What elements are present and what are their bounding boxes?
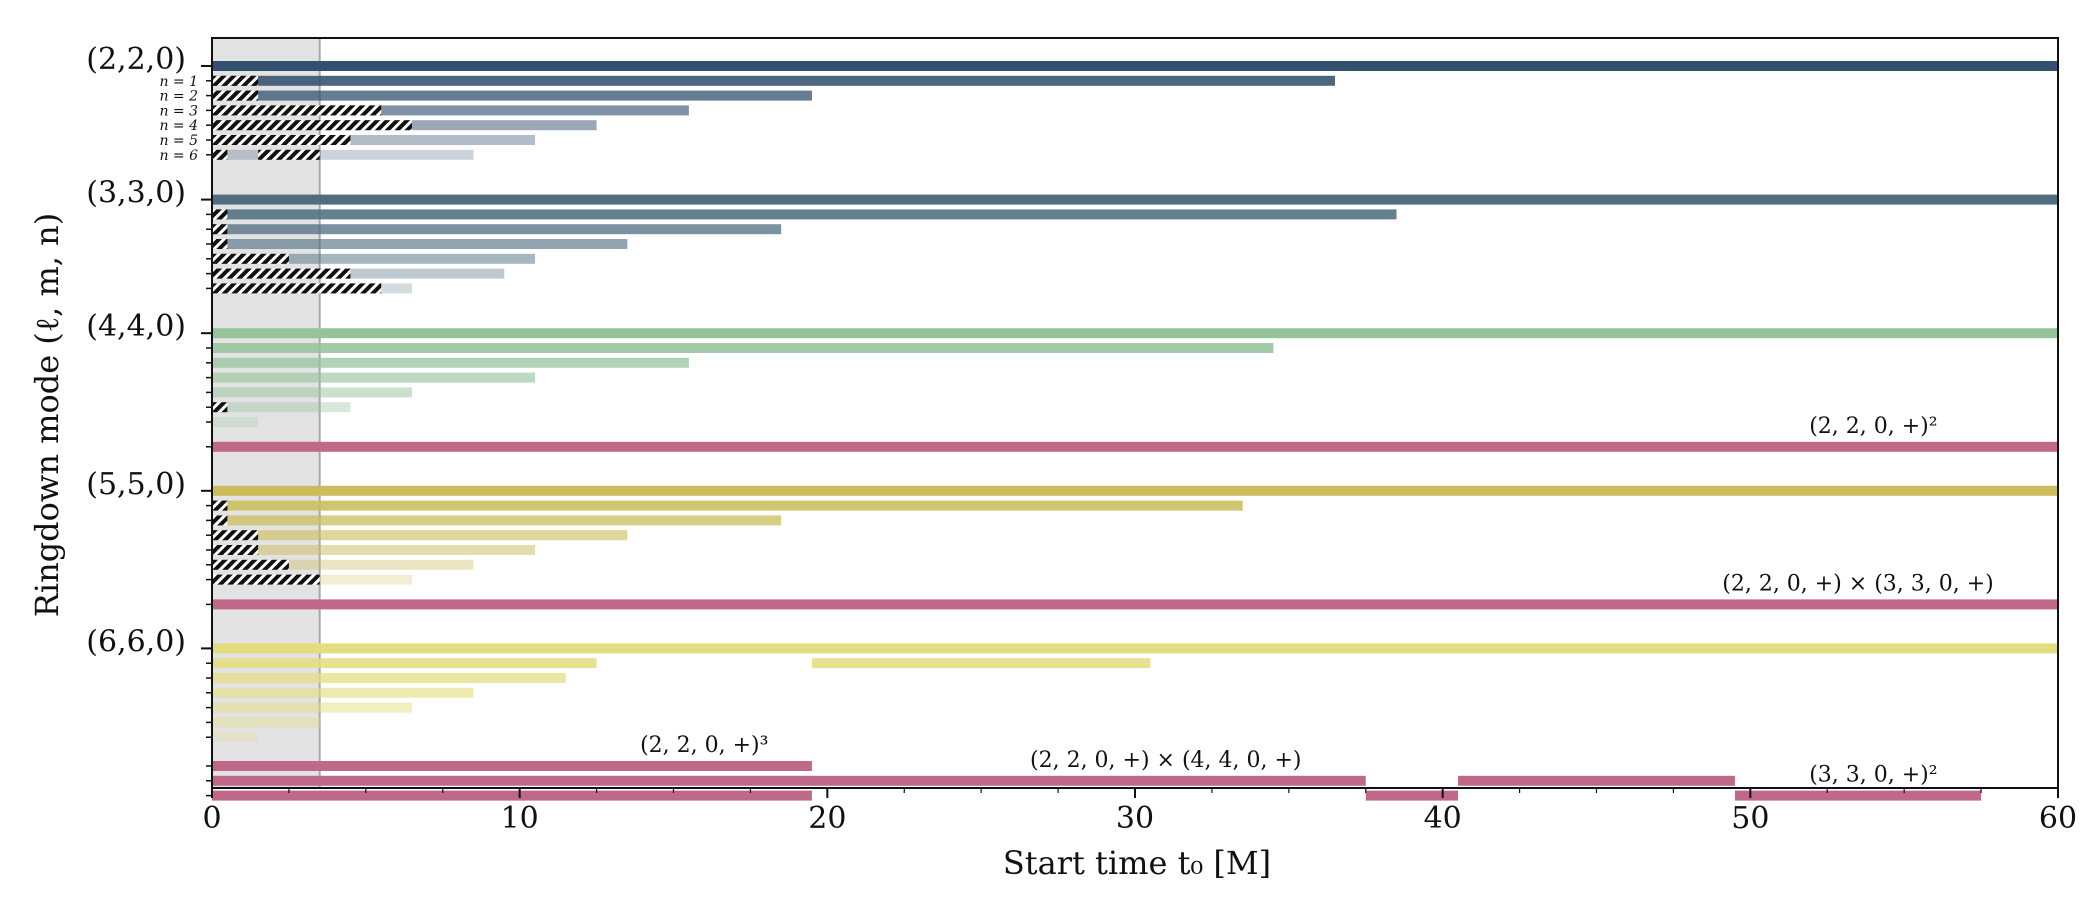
bar-660-n1-seg1 <box>811 658 1151 669</box>
bar-330-n2-seg0 <box>212 224 782 235</box>
overtone-label: n = 2 <box>159 89 198 105</box>
bar-220-n1-hatch0 <box>212 75 259 86</box>
bar-440-n2-seg0 <box>212 357 689 368</box>
bar-440-n5-hatch0 <box>212 402 228 413</box>
bar-550-n6-hatch0 <box>212 574 320 585</box>
overtone-label: n = 3 <box>159 103 198 119</box>
annotations-layer: (2, 2, 0, +)² (2, 2, 0, +) × (3, 3, 0, +)… <box>640 414 1994 788</box>
bar-330-n4-seg0 <box>212 253 536 264</box>
bar-330-n3-seg0 <box>212 239 628 249</box>
bars-layer <box>212 61 2058 801</box>
mode-label: (4,4,0) <box>86 309 186 344</box>
bar-330-n6-hatch0 <box>212 283 382 294</box>
quadratic-mode-label: (2, 2, 0, +)² <box>1809 414 1937 439</box>
bar-330-n2-hatch0 <box>212 224 228 235</box>
bar-660-n0-seg0 <box>212 643 2058 654</box>
bar-220-n3-hatch0 <box>212 105 382 116</box>
bar-220-n2-hatch0 <box>212 90 259 101</box>
bar-660-n6-seg0 <box>212 732 259 743</box>
bar-440-n1-seg0 <box>212 343 1274 353</box>
bar-550-n3-seg0 <box>212 530 628 541</box>
x-tick-label: 30 <box>1116 801 1154 836</box>
bar-550-n1-hatch0 <box>212 500 228 511</box>
bar-220-n6-hatch0 <box>212 149 228 160</box>
bar-220-n6-seg0 <box>212 149 474 160</box>
bar-660-n3-seg0 <box>212 687 474 698</box>
bar-220-n5-hatch0 <box>212 135 351 145</box>
bar-550-n3-hatch0 <box>212 530 259 541</box>
x-tick-label: 20 <box>808 801 846 836</box>
bar-330-n3-hatch0 <box>212 239 228 249</box>
mode-label: (2,2,0) <box>86 42 186 77</box>
bar-440-n4-seg0 <box>212 387 412 398</box>
x-tick-label: 40 <box>1424 801 1462 836</box>
overtone-label: n = 4 <box>159 118 198 134</box>
bar-550-n4-seg0 <box>212 545 536 555</box>
bar-660-n4-seg0 <box>212 702 412 713</box>
quadratic-bar-4-seg0 <box>212 790 812 801</box>
bar-440-n3-seg0 <box>212 372 536 383</box>
quadratic-bar-1-seg0 <box>212 599 2058 610</box>
mode-label: (6,6,0) <box>86 624 186 659</box>
quadratic-bar-3-seg1 <box>1458 775 1735 786</box>
bar-220-n1-seg0 <box>212 75 1335 86</box>
bar-550-n5-hatch0 <box>212 559 289 570</box>
bar-220-n4-hatch0 <box>212 120 412 131</box>
bar-330-n5-seg0 <box>212 268 505 279</box>
bar-220-n3-seg0 <box>212 105 689 116</box>
bar-440-n5-seg0 <box>212 402 351 413</box>
x-tick-label: 60 <box>2039 801 2077 836</box>
bar-550-n1-seg0 <box>212 500 1243 511</box>
x-axis-title: Start time t₀ [M] <box>1003 844 1271 882</box>
bar-660-n1-seg0 <box>212 658 597 669</box>
quadratic-mode-label: (2, 2, 0, +) × (4, 4, 0, +) <box>1030 748 1302 773</box>
bar-660-n2-seg0 <box>212 673 566 683</box>
quadratic-bar-4-seg2 <box>1734 790 1982 801</box>
y-axis-title: Ringdown mode (ℓ, m, n) <box>28 213 66 617</box>
x-tick-label: 10 <box>501 801 539 836</box>
x-axis: 0 10 20 30 40 50 60 <box>202 788 2077 836</box>
quadratic-mode-label: (2, 2, 0, +)³ <box>640 733 768 758</box>
bar-550-n2-seg0 <box>212 515 782 526</box>
overtone-label: n = 6 <box>159 148 198 164</box>
mode-label: (5,5,0) <box>86 467 186 502</box>
bar-330-n4-hatch0 <box>212 253 289 264</box>
mode-label: (3,3,0) <box>86 176 186 211</box>
quadratic-bar-2-seg0 <box>212 761 812 771</box>
bar-330-n0-seg0 <box>212 194 2058 205</box>
overtone-label: n = 5 <box>159 133 198 149</box>
bar-220-n2-seg0 <box>212 90 812 101</box>
bar-550-n0-seg0 <box>212 485 2058 496</box>
x-tick-label: 50 <box>1731 801 1769 836</box>
bar-440-n0-seg0 <box>212 328 2058 339</box>
overtone-label: n = 1 <box>159 74 198 90</box>
bar-660-n5-seg0 <box>212 717 320 728</box>
bar-550-n2-hatch0 <box>212 515 228 526</box>
bar-550-n4-hatch0 <box>212 545 259 555</box>
bar-330-n5-hatch0 <box>212 268 351 279</box>
bar-330-n1-hatch0 <box>212 209 228 220</box>
y-axis: (2,2,0)n = 1n = 2n = 3n = 4n = 5n = 6 (3,… <box>86 42 212 797</box>
quadratic-bar-4-seg1 <box>1365 790 1459 801</box>
bar-220-n5-seg0 <box>212 135 536 145</box>
bar-220-n0-seg0 <box>212 61 2058 71</box>
quadratic-bar-3-seg0 <box>212 775 1366 786</box>
quadratic-mode-label: (3, 3, 0, +)² <box>1809 763 1937 788</box>
bar-330-n1-seg0 <box>212 209 1397 220</box>
quadratic-bar-0-seg0 <box>212 441 2058 452</box>
bar-440-n6-seg0 <box>212 417 259 427</box>
bar-550-n5-seg0 <box>212 559 474 570</box>
quadratic-mode-label: (2, 2, 0, +) × (3, 3, 0, +) <box>1722 571 1994 596</box>
x-tick-label: 0 <box>202 801 221 836</box>
bar-220-n6-hatch1 <box>258 149 320 160</box>
